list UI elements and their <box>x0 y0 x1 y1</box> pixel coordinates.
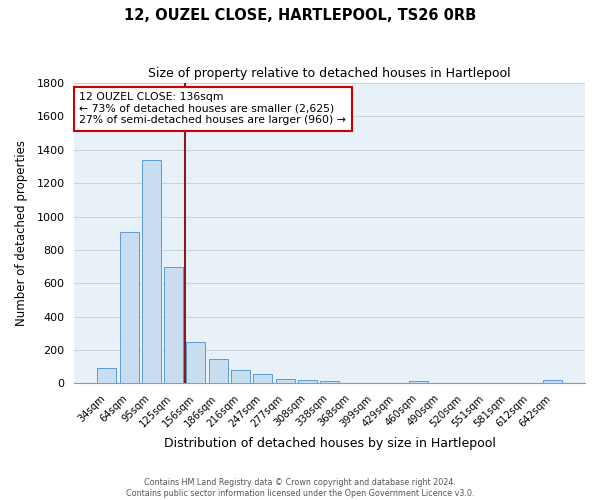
Bar <box>209 359 227 384</box>
Bar <box>543 380 562 384</box>
X-axis label: Distribution of detached houses by size in Hartlepool: Distribution of detached houses by size … <box>164 437 496 450</box>
Bar <box>119 232 139 384</box>
Bar <box>320 381 339 384</box>
Y-axis label: Number of detached properties: Number of detached properties <box>15 140 28 326</box>
Title: Size of property relative to detached houses in Hartlepool: Size of property relative to detached ho… <box>148 68 511 80</box>
Bar <box>298 380 317 384</box>
Bar <box>409 381 428 384</box>
Bar <box>164 266 183 384</box>
Text: 12 OUZEL CLOSE: 136sqm
← 73% of detached houses are smaller (2,625)
27% of semi-: 12 OUZEL CLOSE: 136sqm ← 73% of detached… <box>79 92 346 126</box>
Bar <box>97 368 116 384</box>
Bar <box>275 379 295 384</box>
Text: Contains HM Land Registry data © Crown copyright and database right 2024.
Contai: Contains HM Land Registry data © Crown c… <box>126 478 474 498</box>
Bar <box>142 160 161 384</box>
Bar <box>253 374 272 384</box>
Bar <box>231 370 250 384</box>
Text: 12, OUZEL CLOSE, HARTLEPOOL, TS26 0RB: 12, OUZEL CLOSE, HARTLEPOOL, TS26 0RB <box>124 8 476 22</box>
Bar <box>187 342 205 384</box>
